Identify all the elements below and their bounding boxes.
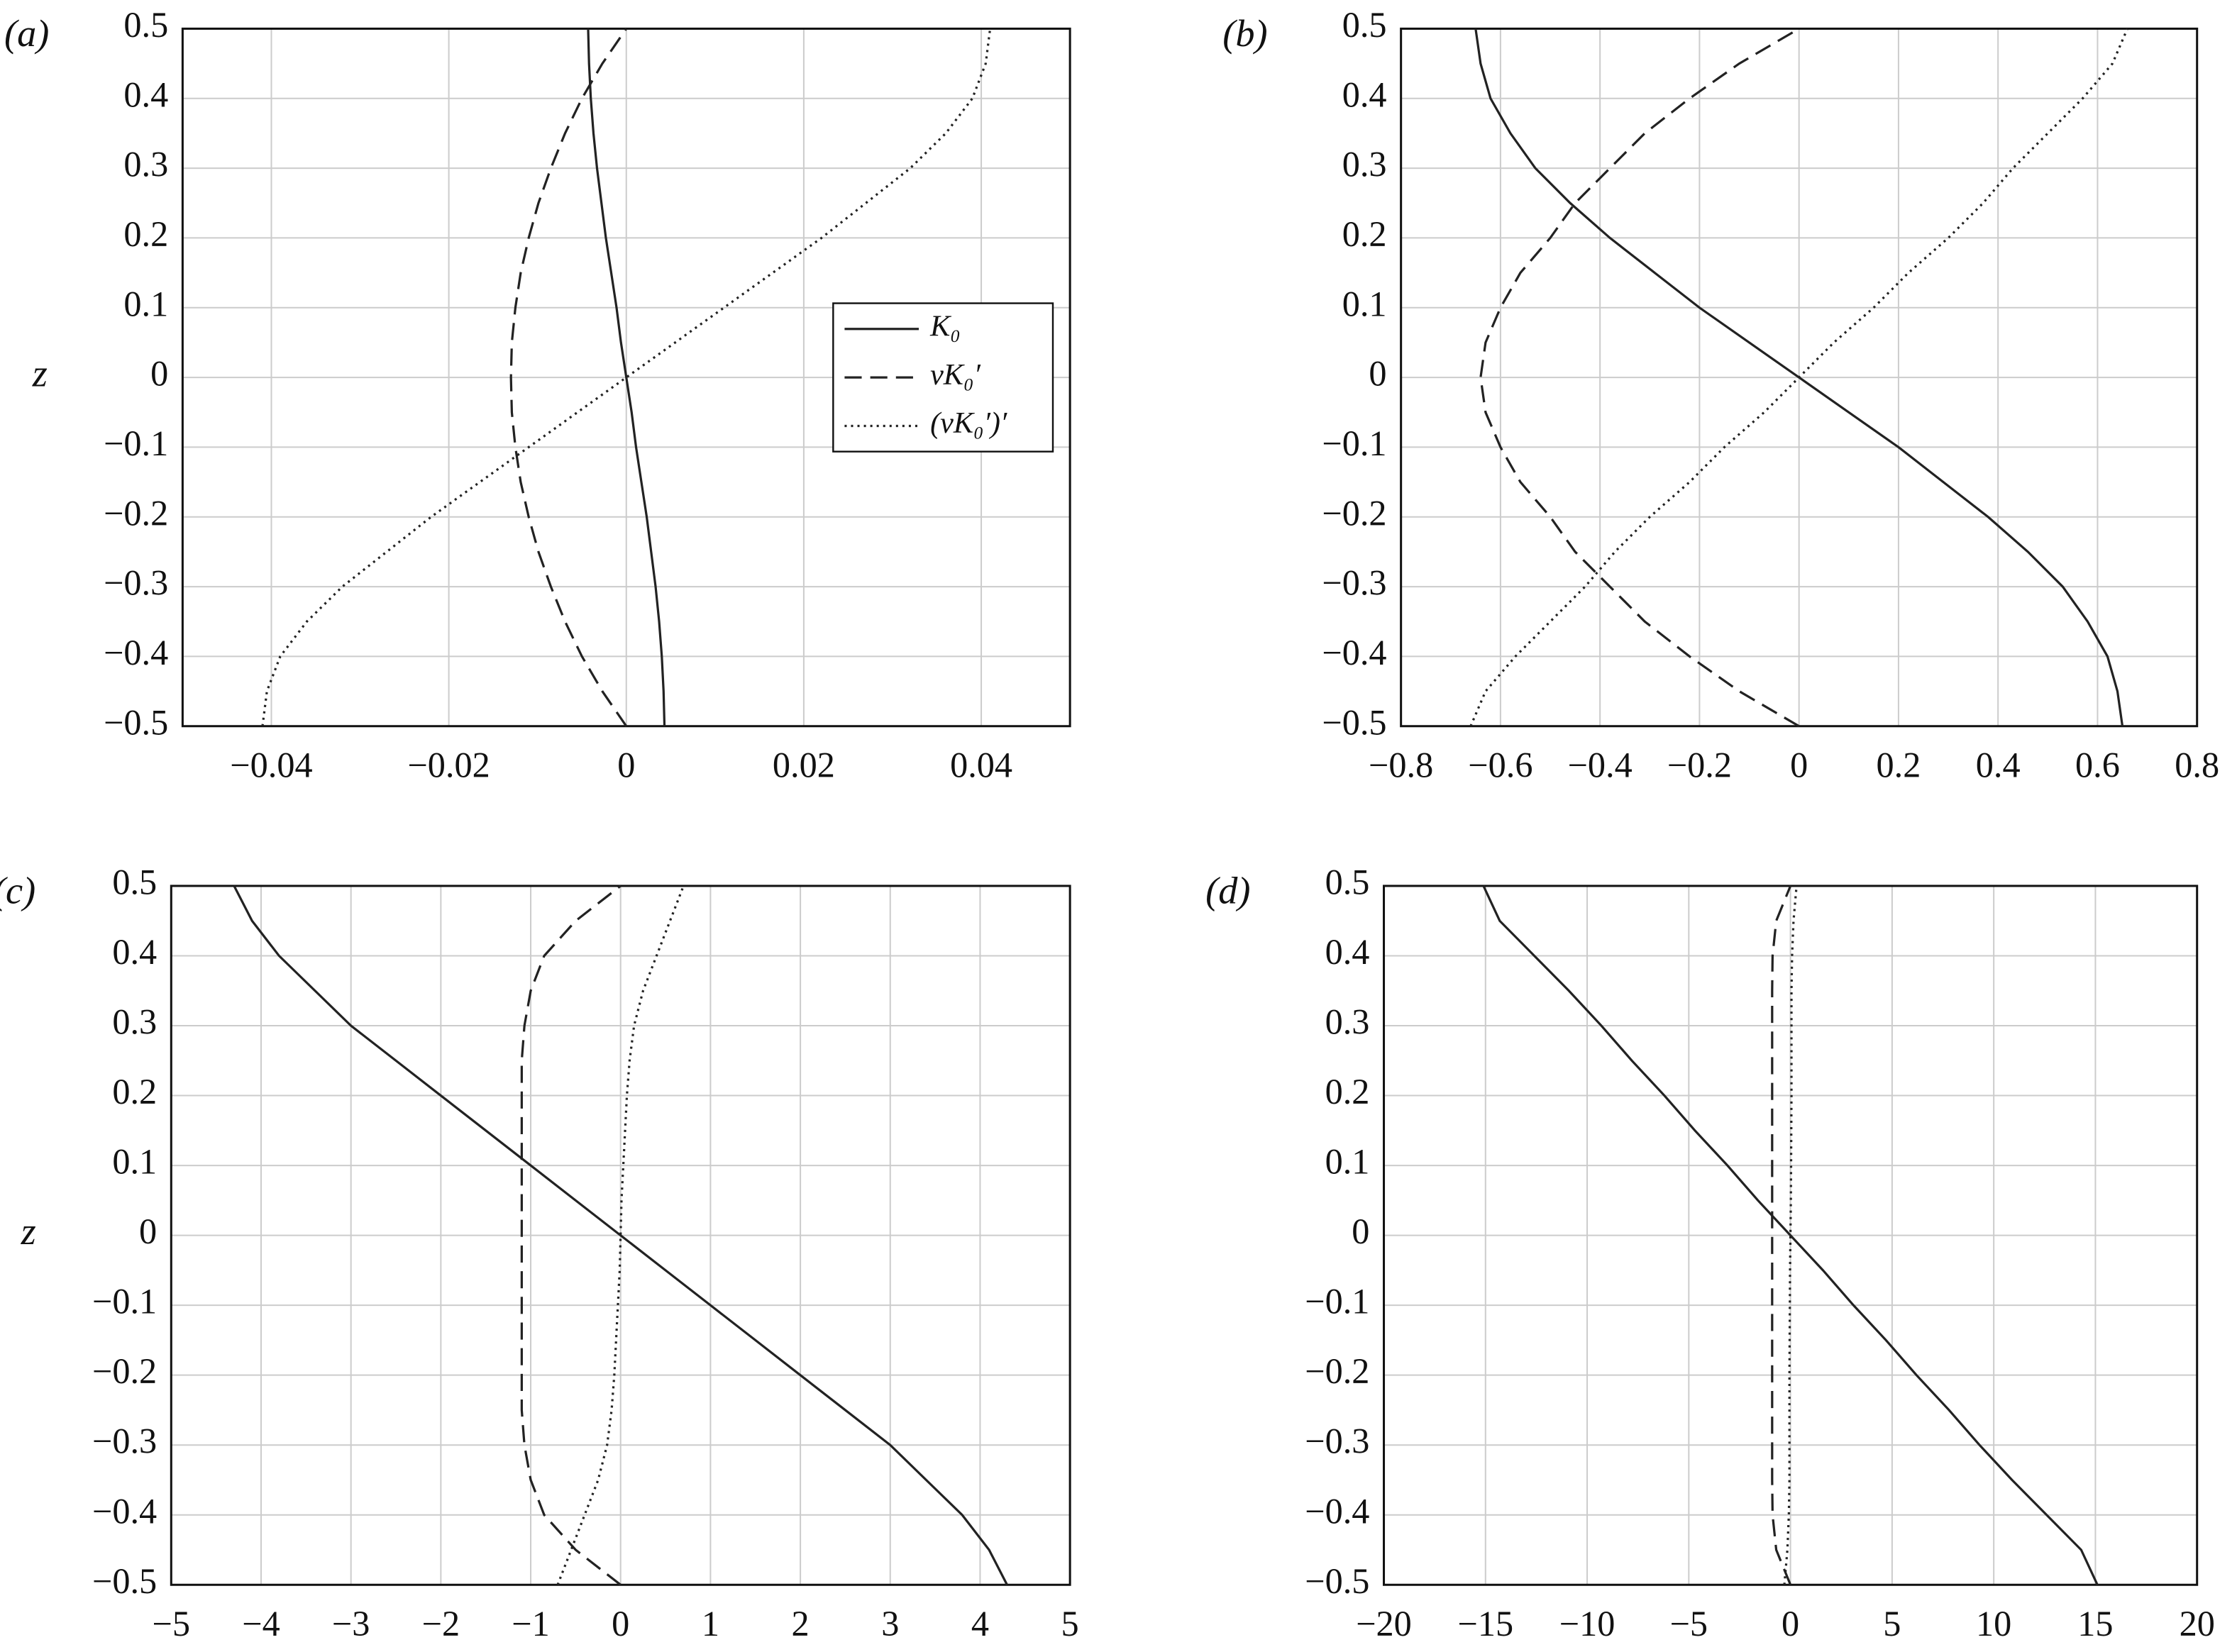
y-tick-label: −0.2 xyxy=(1305,1351,1369,1391)
x-tick-label: −0.02 xyxy=(407,745,490,785)
x-tick-label: 0.2 xyxy=(1877,745,1921,785)
x-tick-label: −20 xyxy=(1356,1604,1412,1643)
x-tick-label: 10 xyxy=(1976,1604,2011,1643)
x-tick-label: −0.2 xyxy=(1667,745,1732,785)
legend-label: νK₀′ xyxy=(930,358,981,392)
y-tick-label: 0.2 xyxy=(123,214,168,254)
x-tick-label: 0.4 xyxy=(1976,745,2021,785)
x-tick-label: 0.8 xyxy=(2175,745,2219,785)
x-tick-label: −0.04 xyxy=(230,745,312,785)
y-tick-label: 0.2 xyxy=(1342,214,1387,254)
panel-label: (d) xyxy=(1205,869,1250,911)
x-tick-label: 0 xyxy=(612,1604,629,1643)
series-line xyxy=(1482,885,2099,1585)
y-tick-label: 0.5 xyxy=(123,5,168,45)
x-tick-label: 0.02 xyxy=(773,745,835,785)
x-tick-label: −15 xyxy=(1457,1604,1513,1643)
x-tick-label: −1 xyxy=(512,1604,549,1643)
x-tick-label: 15 xyxy=(2077,1604,2113,1643)
series-line xyxy=(1783,885,1798,1585)
y-tick-label: 0.4 xyxy=(123,74,168,114)
x-tick-label: −4 xyxy=(242,1604,280,1643)
x-tick-label: 4 xyxy=(971,1604,989,1643)
x-tick-label: −3 xyxy=(332,1604,370,1643)
y-tick-label: −0.3 xyxy=(1305,1421,1369,1461)
panel-label: (a) xyxy=(4,12,49,55)
y-tick-label: 0.5 xyxy=(112,862,157,902)
y-tick-label: 0.2 xyxy=(1325,1072,1370,1112)
series-line xyxy=(233,885,1008,1586)
y-tick-label: 0 xyxy=(150,354,168,394)
x-tick-label: 1 xyxy=(702,1604,719,1643)
y-tick-label: −0.2 xyxy=(104,493,168,533)
y-axis-label: z xyxy=(32,353,48,395)
y-tick-label: −0.3 xyxy=(1322,563,1386,603)
y-tick-label: −0.2 xyxy=(92,1351,157,1391)
y-tick-label: −0.5 xyxy=(1322,702,1386,742)
y-tick-label: 0.5 xyxy=(1325,862,1370,902)
x-tick-label: −5 xyxy=(153,1604,190,1643)
panel-label: (c) xyxy=(0,869,35,911)
y-tick-label: 0.3 xyxy=(112,1002,157,1042)
x-tick-label: 0.04 xyxy=(950,745,1012,785)
series-line xyxy=(587,28,666,726)
y-tick-label: −0.4 xyxy=(104,633,168,672)
y-tick-label: 0.1 xyxy=(1342,284,1387,323)
x-tick-label: 2 xyxy=(792,1604,810,1643)
y-tick-label: 0.5 xyxy=(1342,5,1387,45)
y-tick-label: −0.1 xyxy=(104,423,168,463)
y-tick-label: 0.3 xyxy=(123,145,168,184)
y-tick-label: 0.1 xyxy=(112,1142,157,1182)
legend-box xyxy=(832,302,1054,453)
x-tick-label: −0.8 xyxy=(1369,745,1433,785)
series-line xyxy=(1771,885,1792,1585)
x-tick-label: 0.6 xyxy=(2075,745,2120,785)
y-tick-label: 0 xyxy=(1352,1212,1369,1251)
y-tick-label: 0.4 xyxy=(1342,74,1387,114)
y-tick-label: 0 xyxy=(1369,354,1386,394)
x-tick-label: 20 xyxy=(2180,1604,2215,1643)
x-tick-label: 0 xyxy=(1782,1604,1799,1643)
y-tick-label: −0.5 xyxy=(92,1561,157,1601)
y-tick-label: −0.5 xyxy=(104,702,168,742)
series-line xyxy=(509,28,628,727)
y-tick-label: 0.1 xyxy=(123,284,168,323)
y-tick-label: −0.1 xyxy=(1322,423,1386,463)
series-line xyxy=(1469,28,2128,727)
y-tick-label: −0.4 xyxy=(1322,633,1386,672)
x-tick-label: −10 xyxy=(1559,1604,1615,1643)
x-tick-label: −5 xyxy=(1670,1604,1708,1643)
x-tick-label: 5 xyxy=(1883,1604,1901,1643)
y-axis-label: z xyxy=(21,1210,36,1253)
y-tick-label: 0 xyxy=(139,1212,157,1251)
x-tick-label: −2 xyxy=(422,1604,460,1643)
series-line xyxy=(1479,28,1800,728)
y-tick-label: −0.3 xyxy=(104,563,168,603)
y-tick-label: 0.3 xyxy=(1342,145,1387,184)
y-tick-label: −0.4 xyxy=(1305,1491,1369,1531)
x-tick-label: 0 xyxy=(1790,745,1808,785)
x-tick-label: −0.4 xyxy=(1568,745,1633,785)
y-tick-label: 0.4 xyxy=(1325,932,1370,972)
y-tick-label: −0.4 xyxy=(92,1491,157,1531)
panel-label: (b) xyxy=(1222,12,1267,55)
y-tick-label: 0.2 xyxy=(112,1072,157,1112)
x-tick-label: 5 xyxy=(1061,1604,1079,1643)
y-tick-label: 0.3 xyxy=(1325,1002,1370,1042)
legend-label: K₀ xyxy=(929,309,961,343)
x-tick-label: −0.6 xyxy=(1468,745,1532,785)
x-tick-label: 3 xyxy=(881,1604,899,1643)
y-tick-label: 0.4 xyxy=(112,932,157,972)
y-tick-label: 0.1 xyxy=(1325,1142,1370,1182)
series-line xyxy=(520,885,622,1586)
y-tick-label: −0.1 xyxy=(1305,1282,1369,1321)
y-tick-label: −0.1 xyxy=(92,1282,157,1321)
y-tick-label: −0.5 xyxy=(1305,1561,1369,1601)
x-tick-label: 0 xyxy=(617,745,635,785)
y-tick-label: −0.2 xyxy=(1322,493,1386,533)
y-tick-label: −0.3 xyxy=(92,1421,157,1461)
legend-label: (νK₀′)′ xyxy=(930,406,1007,440)
